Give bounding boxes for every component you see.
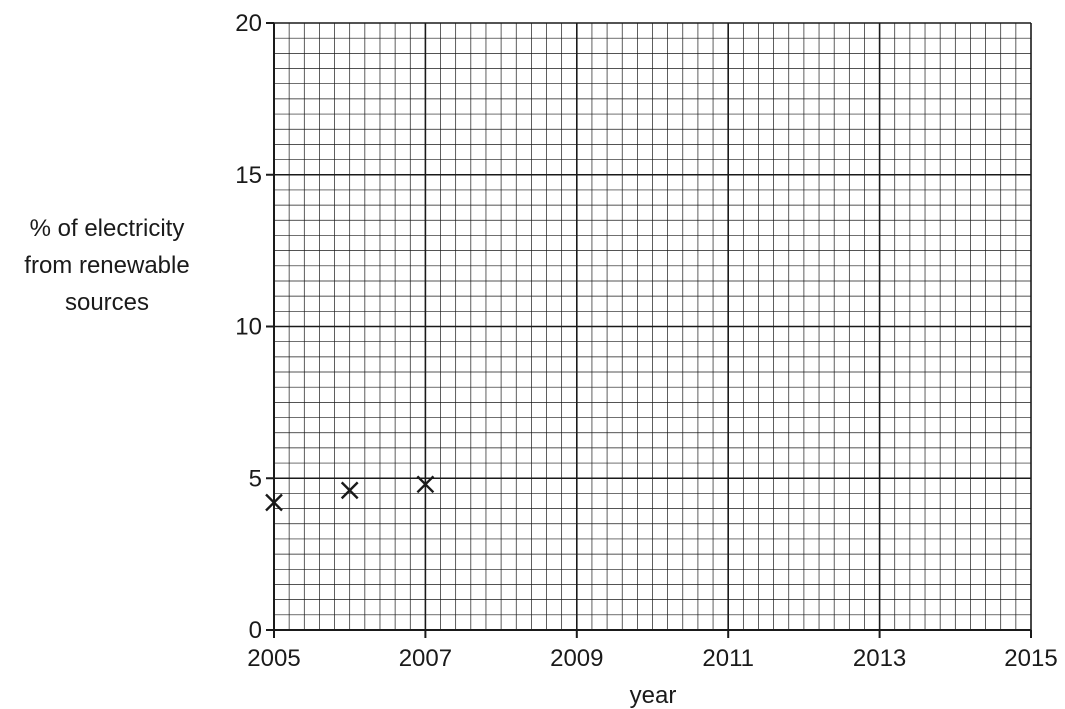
axes (266, 22, 1032, 638)
data-point-stroke (265, 493, 283, 512)
x-tick-label: 2013 (853, 645, 906, 672)
x-axis-label: year (630, 682, 677, 709)
x-tick-label: 2011 (702, 645, 754, 672)
x-tick-label: 2015 (1004, 645, 1057, 672)
data-point-stroke (340, 481, 359, 500)
y-tick-label: 5 (249, 465, 262, 492)
x-tick-labels: 2005 2007 2009 2011 2013 2015 (247, 645, 1057, 672)
y-tick-labels: 0 5 10 15 20 (235, 10, 262, 644)
x-tick-label: 2009 (550, 645, 603, 672)
data-points (265, 475, 435, 512)
x-tick-label: 2005 (247, 645, 300, 672)
data-point-stroke (416, 475, 435, 494)
y-tick-label: 20 (235, 10, 262, 37)
data-point (416, 475, 435, 494)
data-point (340, 481, 359, 500)
y-tick-label: 0 (249, 617, 262, 644)
x-tick-label: 2007 (399, 645, 452, 672)
y-tick-label: 15 (235, 162, 262, 189)
y-tick-label: 10 (235, 314, 262, 341)
y-axis-label-line-3: sources (65, 289, 149, 316)
data-point (265, 493, 283, 512)
y-axis-label-line-1: % of electricity (30, 215, 185, 242)
y-axis-label-line-2: from renewable (24, 252, 189, 279)
